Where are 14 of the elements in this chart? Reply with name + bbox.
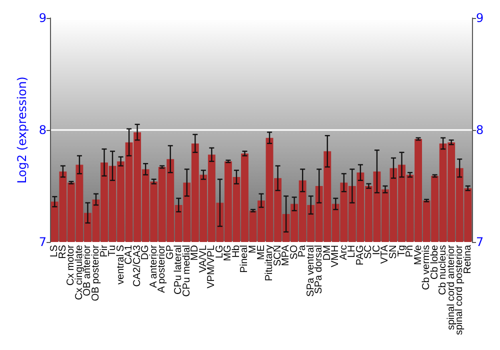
x-tick-label: A posterior (156, 244, 168, 293)
x-tick-label: ME (256, 244, 267, 260)
y-axis-title: Log2 (expression) (15, 76, 29, 184)
x-tick-label: SN (388, 245, 399, 259)
y2-tick-label: 8 (476, 123, 484, 137)
x-tick-label: Pituitary (264, 245, 276, 282)
x-tick-label: Tg (396, 245, 408, 257)
y2-tick-label: 9 (476, 11, 484, 25)
y-tick-label: 7 (38, 235, 47, 249)
y-tick-label: 8 (38, 123, 47, 137)
x-tick-label: RS (57, 244, 68, 259)
y-tick-label: 9 (38, 11, 47, 25)
x-tick-label: OB posterior (90, 244, 102, 302)
y2-tick-label: 7 (476, 235, 484, 249)
